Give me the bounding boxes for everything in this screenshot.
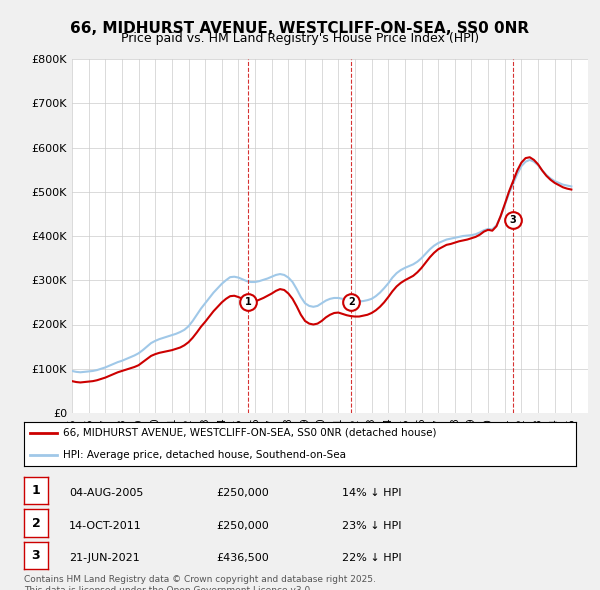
Text: 3: 3 (509, 215, 516, 225)
Text: 1: 1 (32, 484, 40, 497)
Text: 1: 1 (245, 297, 251, 307)
Text: 2: 2 (32, 517, 40, 530)
Text: 23% ↓ HPI: 23% ↓ HPI (342, 520, 401, 530)
Text: £250,000: £250,000 (216, 520, 269, 530)
Text: Price paid vs. HM Land Registry's House Price Index (HPI): Price paid vs. HM Land Registry's House … (121, 32, 479, 45)
Text: 14-OCT-2011: 14-OCT-2011 (69, 520, 142, 530)
Text: 66, MIDHURST AVENUE, WESTCLIFF-ON-SEA, SS0 0NR (detached house): 66, MIDHURST AVENUE, WESTCLIFF-ON-SEA, S… (62, 428, 436, 438)
Text: £250,000: £250,000 (216, 488, 269, 498)
Text: 2: 2 (348, 297, 355, 307)
Text: 14% ↓ HPI: 14% ↓ HPI (342, 488, 401, 498)
Text: 22% ↓ HPI: 22% ↓ HPI (342, 553, 401, 563)
Text: 21-JUN-2021: 21-JUN-2021 (69, 553, 140, 563)
Text: 3: 3 (32, 549, 40, 562)
Text: Contains HM Land Registry data © Crown copyright and database right 2025.
This d: Contains HM Land Registry data © Crown c… (24, 575, 376, 590)
Text: £436,500: £436,500 (216, 553, 269, 563)
Text: 66, MIDHURST AVENUE, WESTCLIFF-ON-SEA, SS0 0NR: 66, MIDHURST AVENUE, WESTCLIFF-ON-SEA, S… (70, 21, 530, 35)
Text: 04-AUG-2005: 04-AUG-2005 (69, 488, 143, 498)
Text: HPI: Average price, detached house, Southend-on-Sea: HPI: Average price, detached house, Sout… (62, 450, 346, 460)
